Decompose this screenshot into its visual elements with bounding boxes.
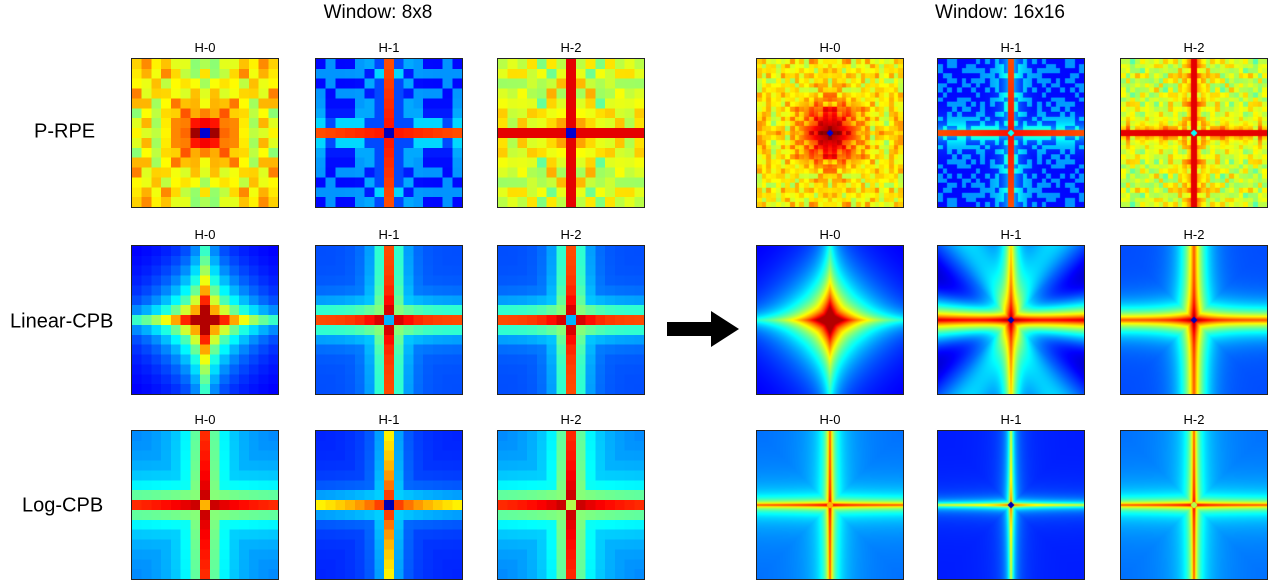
- heatmap-canvas: [316, 431, 462, 579]
- panel-title: H-0: [194, 412, 216, 427]
- panel-title: H-0: [194, 40, 216, 55]
- heatmap-canvas: [1121, 246, 1267, 394]
- panel-title: H-2: [1183, 40, 1205, 55]
- row-label-log-cpb: Log-CPB: [22, 494, 104, 517]
- row-label-p-rpe: P-RPE: [34, 120, 96, 143]
- heatmap-canvas: [132, 246, 278, 394]
- panel-title: H-1: [378, 40, 400, 55]
- right-arrow-icon: [667, 311, 739, 347]
- heatmap-canvas: [757, 59, 903, 207]
- heatmap-log-cpb-16-h1: [937, 430, 1085, 580]
- heatmap-p-rpe-16-h2: [1120, 58, 1268, 208]
- heatmap-canvas: [757, 246, 903, 394]
- panel-title: H-0: [819, 227, 841, 242]
- heatmap-linear-cpb-8-h0: [131, 245, 279, 395]
- heatmap-linear-cpb-8-h1: [315, 245, 463, 395]
- panel-title: H-2: [560, 227, 582, 242]
- panel-title: H-1: [1000, 40, 1022, 55]
- heatmap-canvas: [938, 431, 1084, 579]
- heatmap-canvas: [132, 59, 278, 207]
- panel-title: H-0: [194, 227, 216, 242]
- heatmap-linear-cpb-16-h0: [756, 245, 904, 395]
- panel-title: H-1: [1000, 412, 1022, 427]
- window-title-8x8: Window: 8x8: [323, 2, 433, 23]
- heatmap-log-cpb-16-h2: [1120, 430, 1268, 580]
- panel-title: H-0: [819, 40, 841, 55]
- heatmap-linear-cpb-16-h1: [937, 245, 1085, 395]
- panel-title: H-2: [560, 40, 582, 55]
- heatmap-p-rpe-8-h0: [131, 58, 279, 208]
- heatmap-canvas: [1121, 431, 1267, 579]
- heatmap-canvas: [938, 59, 1084, 207]
- panel-title: H-1: [378, 412, 400, 427]
- panel-title: H-2: [1183, 227, 1205, 242]
- heatmap-canvas: [132, 431, 278, 579]
- panel-title: H-2: [560, 412, 582, 427]
- heatmap-canvas: [757, 431, 903, 579]
- heatmap-canvas: [316, 246, 462, 394]
- heatmap-p-rpe-16-h1: [937, 58, 1085, 208]
- heatmap-canvas: [316, 59, 462, 207]
- panel-title: H-0: [819, 412, 841, 427]
- heatmap-log-cpb-8-h1: [315, 430, 463, 580]
- row-label-linear-cpb: Linear-CPB: [10, 310, 114, 333]
- heatmap-linear-cpb-8-h2: [497, 245, 645, 395]
- heatmap-p-rpe-8-h2: [497, 58, 645, 208]
- panel-title: H-1: [1000, 227, 1022, 242]
- heatmap-p-rpe-8-h1: [315, 58, 463, 208]
- heatmap-log-cpb-16-h0: [756, 430, 904, 580]
- window-title-16x16: Window: 16x16: [935, 2, 1065, 23]
- heatmap-canvas: [498, 59, 644, 207]
- panel-title: H-1: [378, 227, 400, 242]
- heatmap-log-cpb-8-h2: [497, 430, 645, 580]
- heatmap-canvas: [498, 246, 644, 394]
- heatmap-canvas: [938, 246, 1084, 394]
- heatmap-canvas: [498, 431, 644, 579]
- panel-title: H-2: [1183, 412, 1205, 427]
- heatmap-log-cpb-8-h0: [131, 430, 279, 580]
- heatmap-p-rpe-16-h0: [756, 58, 904, 208]
- heatmap-linear-cpb-16-h2: [1120, 245, 1268, 395]
- heatmap-canvas: [1121, 59, 1267, 207]
